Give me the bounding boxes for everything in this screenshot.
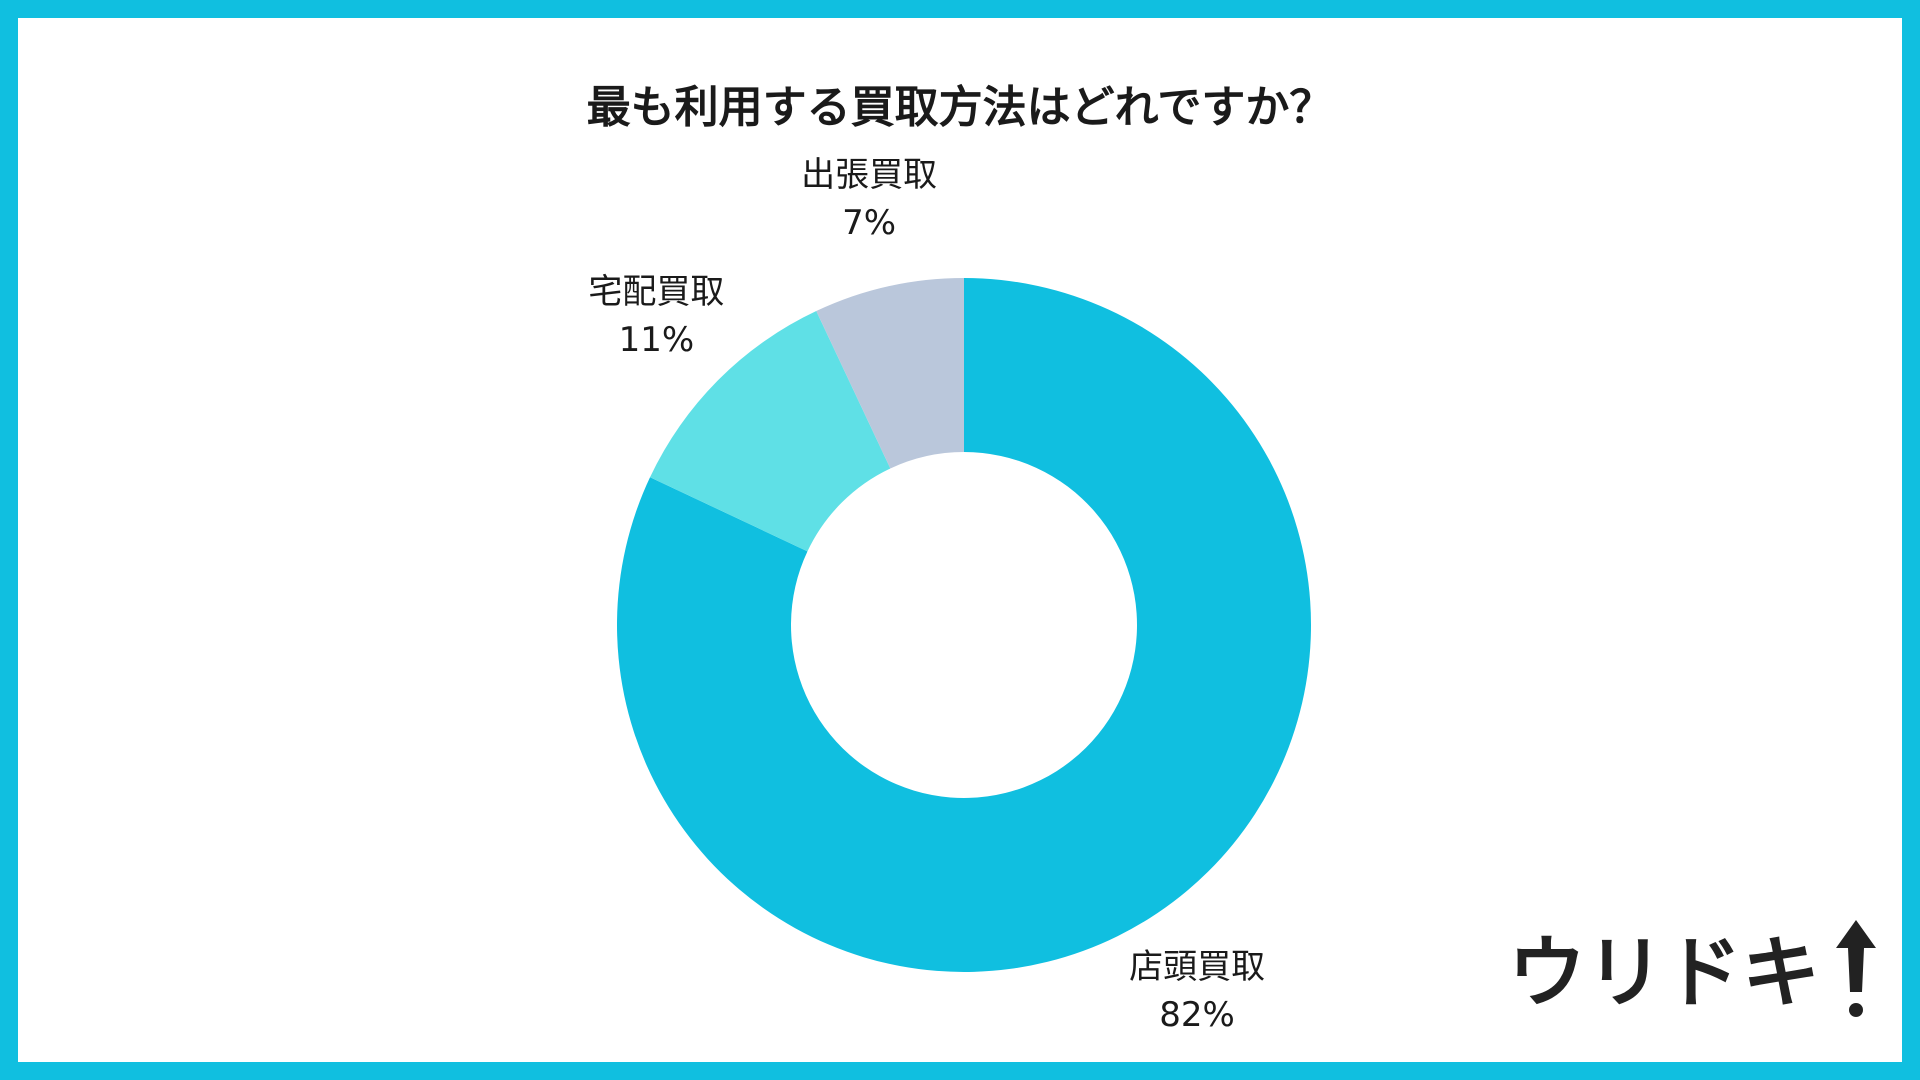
value-label: 82%: [1159, 995, 1235, 1035]
chart-title: 最も利用する買取方法はどれですか？: [587, 82, 1334, 133]
category-label: 出張買取: [801, 155, 937, 195]
logo-arrow: [1836, 920, 1876, 1017]
slice: [816, 278, 964, 469]
logo: ウリドキ: [1508, 928, 1820, 1018]
value-label: 11%: [619, 320, 695, 360]
category-label: 宅配買取: [588, 272, 724, 312]
value-label: 7%: [842, 203, 896, 243]
slice: [617, 278, 1311, 972]
category-label: 店頭買取: [1129, 947, 1265, 987]
slice: [650, 311, 891, 552]
